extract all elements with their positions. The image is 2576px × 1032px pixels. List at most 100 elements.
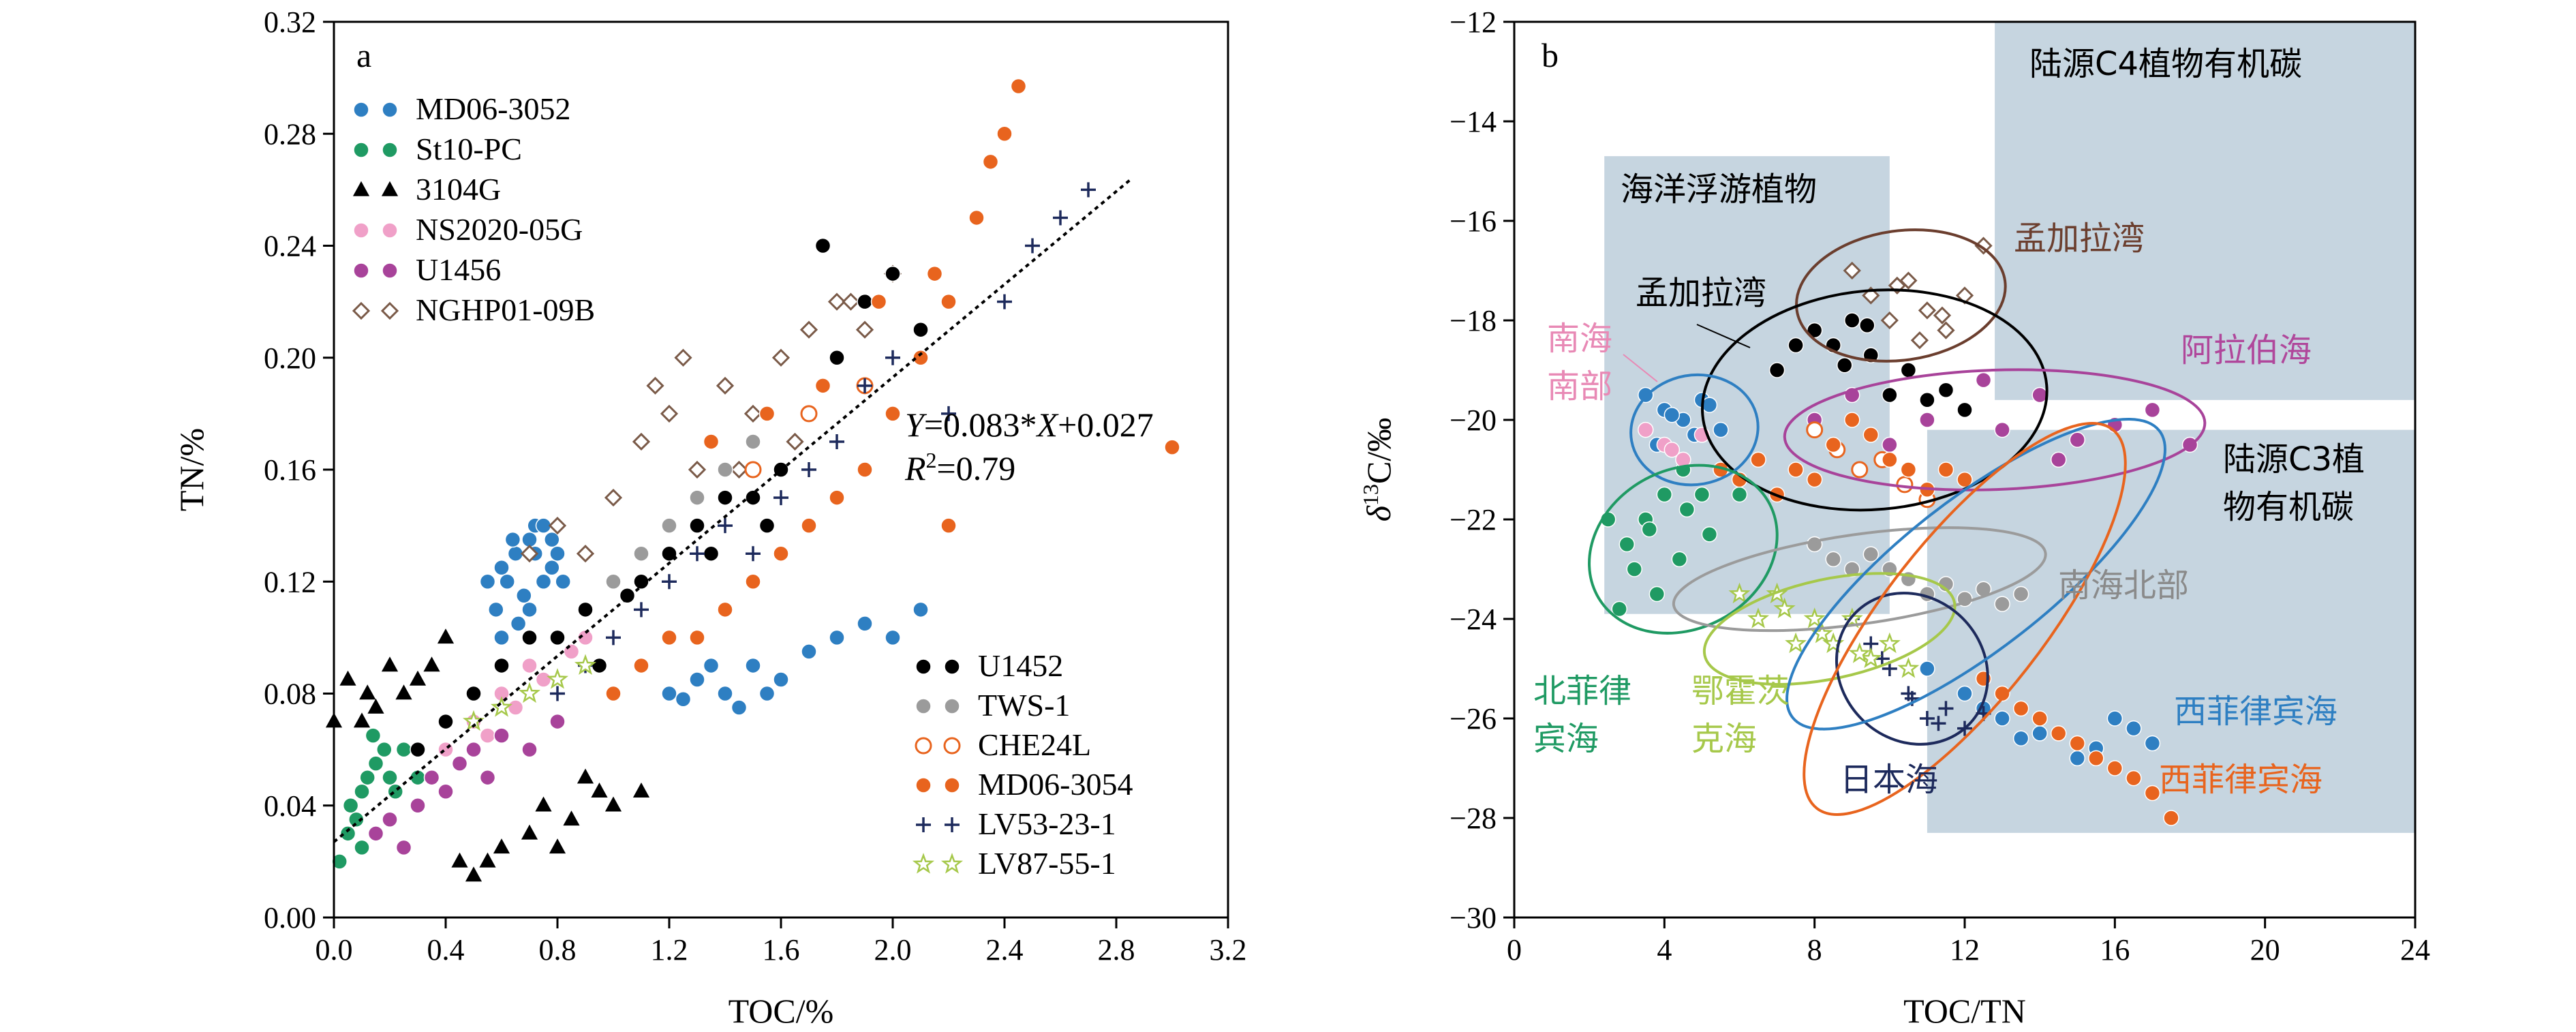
point-TWS-1 (1844, 561, 1860, 577)
legend-marker-TWS-1 (944, 698, 960, 714)
legend-right: U1452 TWS-1 CHE24L MD06-3054 LV53-23-1 LV87-5… (912, 648, 1133, 881)
x-tick-label: 2.4 (986, 933, 1024, 967)
point-MD06-3052 (504, 531, 521, 548)
point-LV53-23-1 (690, 546, 705, 562)
point-MD06-3052 (731, 699, 748, 716)
point-MD06-3052 (516, 588, 532, 604)
point-MD06-3052 (2106, 710, 2123, 727)
point-MD06-3052 (521, 601, 538, 618)
point-3104G (437, 628, 455, 644)
point-MD06-3054 (773, 545, 789, 562)
arabian-ellipse (1783, 368, 2207, 491)
point-MD06-3054 (1862, 427, 1880, 443)
point-MD06-3052 (544, 531, 560, 548)
point-TWS-1 (1825, 551, 1841, 568)
point-3104G (521, 824, 538, 840)
legend-marker-TWS-1 (915, 698, 932, 714)
point-NGHP01-09B (1974, 237, 1993, 255)
point-LV87-55-1 (1785, 632, 1807, 654)
point-U1452 (549, 629, 566, 646)
point-MD06-3052 (773, 671, 789, 688)
bengal-brown-ellipse (1795, 228, 2007, 363)
okhotsk-ellipse (1702, 572, 1957, 686)
point-MD06-3052 (510, 616, 527, 632)
x-tick-label: 1.6 (763, 933, 800, 967)
point-MD06-3052 (488, 601, 504, 618)
point-MD06-3052 (2144, 735, 2161, 752)
regression-equation: Y=0.083*X+0.027 (905, 406, 1154, 444)
point-MD06-3054 (940, 517, 957, 534)
legend-marker-NGHP01-09B (380, 301, 399, 320)
point-MD06-3054 (885, 406, 901, 422)
panel-a-y-ticks: 0.00 0.04 0.08 0.12 0.16 0.20 0.24 0.28 0.32 (264, 5, 334, 935)
point-LV53-23-1 (1025, 238, 1040, 254)
point-U1456 (423, 769, 440, 786)
bay-of-bengal-pointer (1696, 324, 1751, 348)
south-scs-ellipse (1629, 373, 1760, 487)
series-MD06-3052 (479, 517, 929, 716)
c4-region-label: 陆源C4植物有机碳 (2029, 45, 2302, 83)
point-MD06-3054 (1010, 78, 1027, 95)
point-MD06-3054 (758, 406, 776, 422)
point-LV87-55-1 (546, 668, 569, 689)
c3-region (1927, 429, 2415, 833)
point-CHE24L (1806, 421, 1824, 439)
point-St10-PC (1678, 501, 1696, 518)
legend-label-St10-PC: St10-PC (416, 132, 522, 166)
point-NGHP01-09B (1933, 306, 1952, 324)
point-U1456 (1975, 371, 1992, 389)
point-3104G (591, 783, 608, 798)
point-MD06-3052 (913, 601, 929, 618)
point-U1452 (745, 489, 761, 506)
point-LV87-55-1 (1747, 607, 1770, 628)
point-MD06-3054 (1806, 471, 1823, 488)
legend-marker-LV53-23-1 (916, 817, 931, 832)
point-St10-PC (365, 727, 382, 744)
point-LV87-55-1 (1848, 642, 1871, 663)
point-MD06-3052 (801, 643, 817, 660)
point-LV87-55-1 (1860, 647, 1882, 669)
y-tick-label: 0.04 (264, 789, 316, 823)
y-tick-label: −12 (1450, 5, 1497, 39)
y-tick-label: −28 (1450, 802, 1497, 835)
x-tick-label: 1.2 (651, 933, 688, 967)
point-NS2020-05G (438, 741, 454, 758)
point-MD06-3054 (940, 293, 957, 310)
point-St10-PC (1619, 536, 1635, 553)
point-LV53-23-1 (773, 490, 788, 506)
point-CHE24L (744, 461, 762, 479)
plankton-region (1604, 156, 1890, 614)
point-MD06-3052 (829, 629, 845, 646)
y-tick-label: 0.16 (264, 453, 316, 487)
x-tick-label: 24 (2400, 933, 2430, 967)
point-NGHP01-09B (743, 404, 763, 423)
x-tick-label: 0.4 (427, 933, 465, 967)
point-NGHP01-09B (1843, 261, 1861, 280)
x-tick-label: 0 (1507, 933, 1522, 967)
point-MD06-3052 (1663, 406, 1681, 423)
point-MD06-3052 (661, 685, 677, 702)
point-U1452 (829, 350, 845, 366)
point-LV53-23-1 (718, 518, 733, 534)
point-3104G (395, 684, 412, 700)
point-LV53-23-1 (1931, 716, 1946, 731)
point-St10-PC (367, 755, 384, 772)
panel-b: 0 4 8 12 16 20 24 −12−14−16−18−20−22−24−26−28−… (1358, 5, 2430, 1030)
point-St10-PC (376, 741, 393, 758)
sea-of-japan-label: 日本海 (1840, 761, 1938, 799)
point-3104G (367, 698, 384, 714)
point-LV87-55-1 (1773, 597, 1796, 619)
point-TWS-1 (689, 489, 705, 506)
point-St10-PC (1731, 486, 1748, 503)
point-MD06-3054 (870, 293, 887, 310)
point-TWS-1 (661, 517, 677, 534)
north-philippine-sea-label-2: 宾海 (1533, 720, 1599, 758)
point-U1456 (521, 741, 538, 758)
point-St10-PC (395, 741, 412, 758)
point-MD06-3054 (1882, 451, 1898, 468)
x-tick-label: 4 (1657, 933, 1672, 967)
point-NGHP01-09B (604, 488, 623, 507)
series-MD06-3054 (605, 78, 1180, 702)
point-MD06-3054 (1164, 439, 1180, 455)
legend-marker-LV87-55-1 (940, 853, 964, 874)
